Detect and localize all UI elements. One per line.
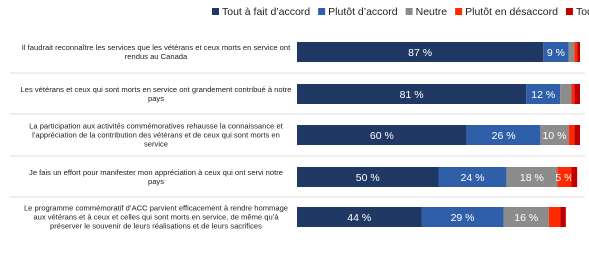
bar-segment (421, 207, 504, 227)
legend-swatch (212, 8, 219, 15)
legend-swatch (405, 8, 413, 15)
bar-segment (571, 167, 578, 187)
bar-segment (540, 125, 569, 145)
legend-label: Plutôt en désaccord (465, 6, 558, 18)
bar-segment (297, 167, 439, 187)
legend-label: Tout à fait en désaccord (576, 6, 589, 18)
value-label: 10 % (543, 130, 567, 142)
bar-segment (297, 84, 527, 104)
value-label: 12 % (531, 89, 555, 101)
bar-segment (506, 167, 558, 187)
legend-swatch (565, 8, 573, 15)
value-label: 26 % (492, 130, 516, 142)
category-label: Le programme commémoratif d’ACC parvient… (23, 203, 289, 231)
legend-label: Tout à fait d’accord (222, 6, 310, 18)
category-label: La participation aux activités commémora… (29, 121, 283, 149)
value-label: 16 % (514, 212, 538, 224)
bar-segment (577, 42, 580, 62)
bar-segment (548, 207, 561, 227)
value-label: 50 % (356, 172, 380, 184)
bar-segment (543, 42, 569, 62)
value-label: 18 % (520, 172, 544, 184)
value-label: 81 % (400, 89, 424, 101)
bar-segment (568, 125, 575, 145)
bar-segment (503, 207, 549, 227)
legend-swatch (318, 8, 326, 15)
bar-segment (297, 207, 422, 227)
bar-segment (438, 167, 507, 187)
category-label: Les vétérans et ceux qui sont morts en s… (20, 85, 292, 103)
bar-segment (526, 84, 561, 104)
legend-label: Plutôt d’accord (328, 6, 398, 18)
bar-segment (557, 167, 572, 187)
value-label: 44 % (347, 212, 371, 224)
value-label: 24 % (460, 172, 484, 184)
category-label: Il faudrait reconnaître les services que… (21, 43, 291, 61)
value-label: 87 % (408, 47, 432, 59)
bar-segment (297, 125, 467, 145)
bar-segment (560, 207, 566, 227)
bar-segment (574, 42, 578, 62)
bar-segment (574, 84, 580, 104)
bar-segment (297, 42, 544, 62)
legend-swatch (455, 8, 463, 15)
bar-segment (466, 125, 541, 145)
legend-label: Neutre (416, 6, 448, 18)
bar-segment (574, 125, 580, 145)
value-label: 60 % (370, 130, 394, 142)
bar-segment (571, 84, 575, 104)
value-label: 5 % (555, 172, 573, 184)
value-label: 9 % (547, 47, 565, 59)
category-label: Je fais un effort pour manifester mon ap… (29, 168, 283, 186)
value-label: 29 % (451, 212, 475, 224)
bar-segment (568, 42, 575, 62)
bar-segment (560, 84, 572, 104)
